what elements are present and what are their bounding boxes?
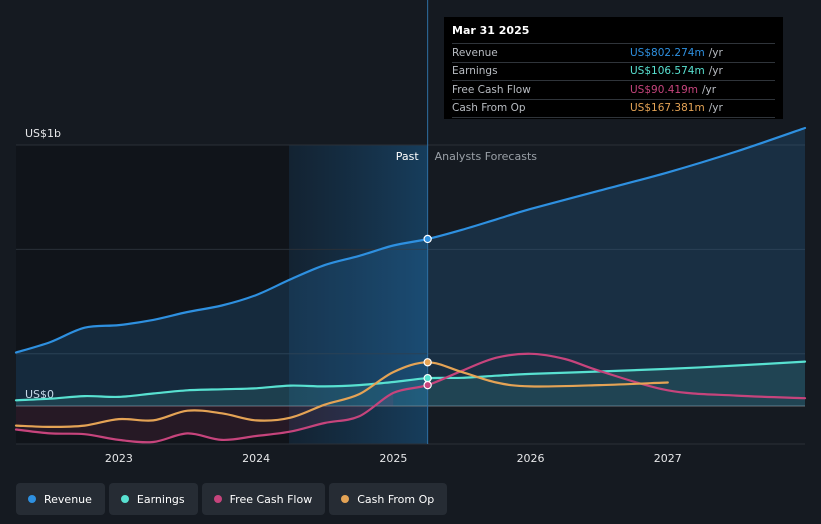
revenue-line	[14, 126, 807, 354]
x-tick-label: 2025	[379, 452, 407, 465]
x-tick-label: 2027	[654, 452, 682, 465]
legend: Revenue Earnings Free Cash Flow Cash Fro…	[16, 483, 448, 515]
tooltip-row-revenue: Revenue US$802.274m /yr	[452, 43, 775, 62]
x-tick-label: 2026	[517, 452, 545, 465]
revenue-marker	[423, 234, 432, 244]
tooltip-value: US$106.574m	[630, 65, 705, 78]
tooltip-row-earnings: Earnings US$106.574m /yr	[452, 61, 775, 81]
y-axis-label: US$0	[25, 388, 54, 401]
tooltip-unit: /yr	[702, 83, 717, 96]
earnings-marker	[423, 373, 432, 383]
legend-item-free-cash-flow[interactable]: Free Cash Flow	[201, 483, 326, 515]
x-tick-label: 2023	[105, 452, 133, 465]
legend-label: Free Cash Flow	[229, 492, 313, 506]
free-cash-flow-dot-icon	[213, 495, 222, 503]
past-label: Past	[396, 150, 420, 163]
y-axis-label: US$1b	[25, 127, 61, 140]
revenue-area	[16, 128, 805, 406]
tooltip-value: US$90.419m	[630, 83, 698, 96]
legend-label: Cash From Op	[357, 492, 435, 506]
fcf-line	[14, 352, 807, 444]
fcf-marker	[423, 380, 432, 390]
tooltip-value: US$167.381m	[630, 102, 705, 115]
tooltip-unit: /yr	[708, 46, 723, 59]
legend-label: Earnings	[136, 492, 185, 506]
tooltip-date: Mar 31 2025	[452, 24, 530, 37]
data-tooltip: Mar 31 2025 Revenue US$802.274m /yr Earn…	[444, 17, 783, 119]
earnings-dot-icon	[120, 495, 129, 503]
fcf-negative-area	[16, 392, 394, 443]
legend-label: Revenue	[44, 492, 92, 506]
tooltip-value: US$802.274m	[630, 46, 705, 59]
tooltip-label: Cash From Op	[452, 102, 526, 115]
cfo-line	[14, 361, 669, 429]
tooltip-row-cfo: Cash From Op US$167.381m /yr	[452, 98, 775, 118]
tooltip-label: Free Cash Flow	[452, 83, 531, 96]
revenue-dot-icon	[28, 495, 36, 503]
tooltip-unit: /yr	[708, 102, 723, 115]
tooltip-label: Revenue	[452, 46, 498, 59]
tooltip-unit: /yr	[708, 65, 723, 78]
cash-from-op-dot-icon	[341, 495, 350, 503]
x-tick-label: 2024	[242, 452, 270, 465]
tooltip-bottom-rule	[452, 117, 775, 118]
chart: US$1bUS$0-US$200m20232024202520262027Pas…	[14, 0, 807, 465]
tooltip-label: Earnings	[452, 65, 498, 78]
legend-item-cash-from-op[interactable]: Cash From Op	[329, 483, 448, 515]
legend-item-revenue[interactable]: Revenue	[16, 483, 105, 515]
legend-item-earnings[interactable]: Earnings	[108, 483, 198, 515]
forecast-label: Analysts Forecasts	[435, 150, 538, 163]
tooltip-row-fcf: Free Cash Flow US$90.419m /yr	[452, 80, 775, 99]
cfo-marker	[423, 358, 432, 367]
